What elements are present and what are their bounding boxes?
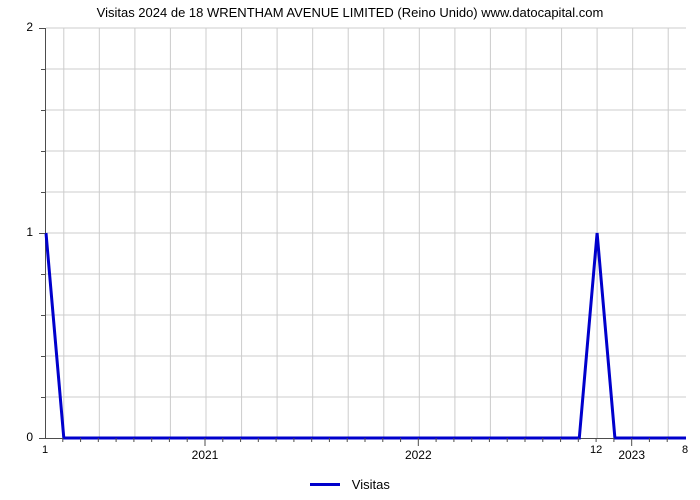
y-minor-tick [41,397,45,398]
chart-title: Visitas 2024 de 18 WRENTHAM AVENUE LIMIT… [0,5,700,20]
legend-swatch [310,483,340,486]
y-tick-label: 2 [0,20,33,34]
legend-label: Visitas [352,477,390,492]
y-minor-tick [41,315,45,316]
y-minor-tick [41,274,45,275]
y-tick-label: 0 [0,430,33,444]
y-minor-tick [41,151,45,152]
y-minor-tick [41,356,45,357]
plot-area [45,28,686,439]
y-tick-label: 1 [0,225,33,239]
x-axis-ticks [45,438,685,452]
chart-container: { "chart": { "type": "line", "title": "V… [0,0,700,500]
y-minor-tick [41,69,45,70]
y-minor-tick [41,110,45,111]
line-series [46,28,686,438]
legend: Visitas [0,476,700,492]
y-minor-tick [41,192,45,193]
